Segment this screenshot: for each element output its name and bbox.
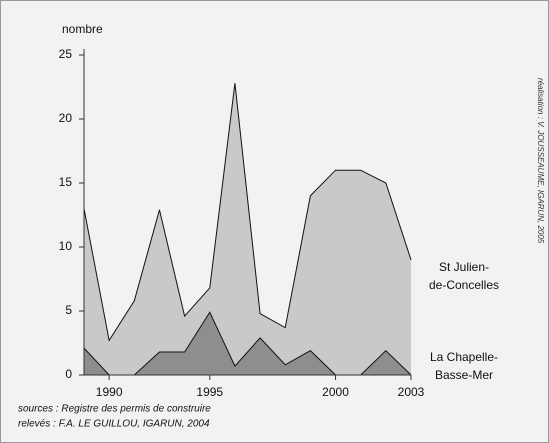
- series-label: St Julien-: [439, 260, 489, 274]
- credit: réalisation : V. JOUSSEAUME, IGARUN, 200…: [536, 78, 545, 244]
- area: [84, 83, 411, 375]
- series-label: La Chapelle-: [430, 350, 498, 364]
- y-tick-label: 0: [65, 367, 72, 381]
- series-label: Basse-Mer: [435, 368, 493, 382]
- x-tick-label: 1995: [196, 385, 223, 399]
- y-tick-label: 20: [59, 111, 73, 125]
- source-note: sources : Registre des permis de constru…: [18, 404, 211, 415]
- y-tick-label: 25: [59, 47, 73, 61]
- area: [84, 312, 411, 375]
- y-axis-label: nombre: [62, 22, 103, 36]
- x-tick-label: 1990: [96, 385, 123, 399]
- series-label: de-Concelles: [429, 278, 499, 292]
- source-note: relevés : F.A. LE GUILLOU, IGARUN, 2004: [18, 419, 210, 430]
- area-line: [83, 83, 412, 342]
- y-tick-label: 15: [59, 175, 73, 189]
- x-tick-label: 2003: [398, 385, 425, 399]
- x-tick-label: 2000: [322, 385, 349, 399]
- y-tick-label: 5: [65, 303, 72, 317]
- y-tick-label: 10: [59, 239, 73, 253]
